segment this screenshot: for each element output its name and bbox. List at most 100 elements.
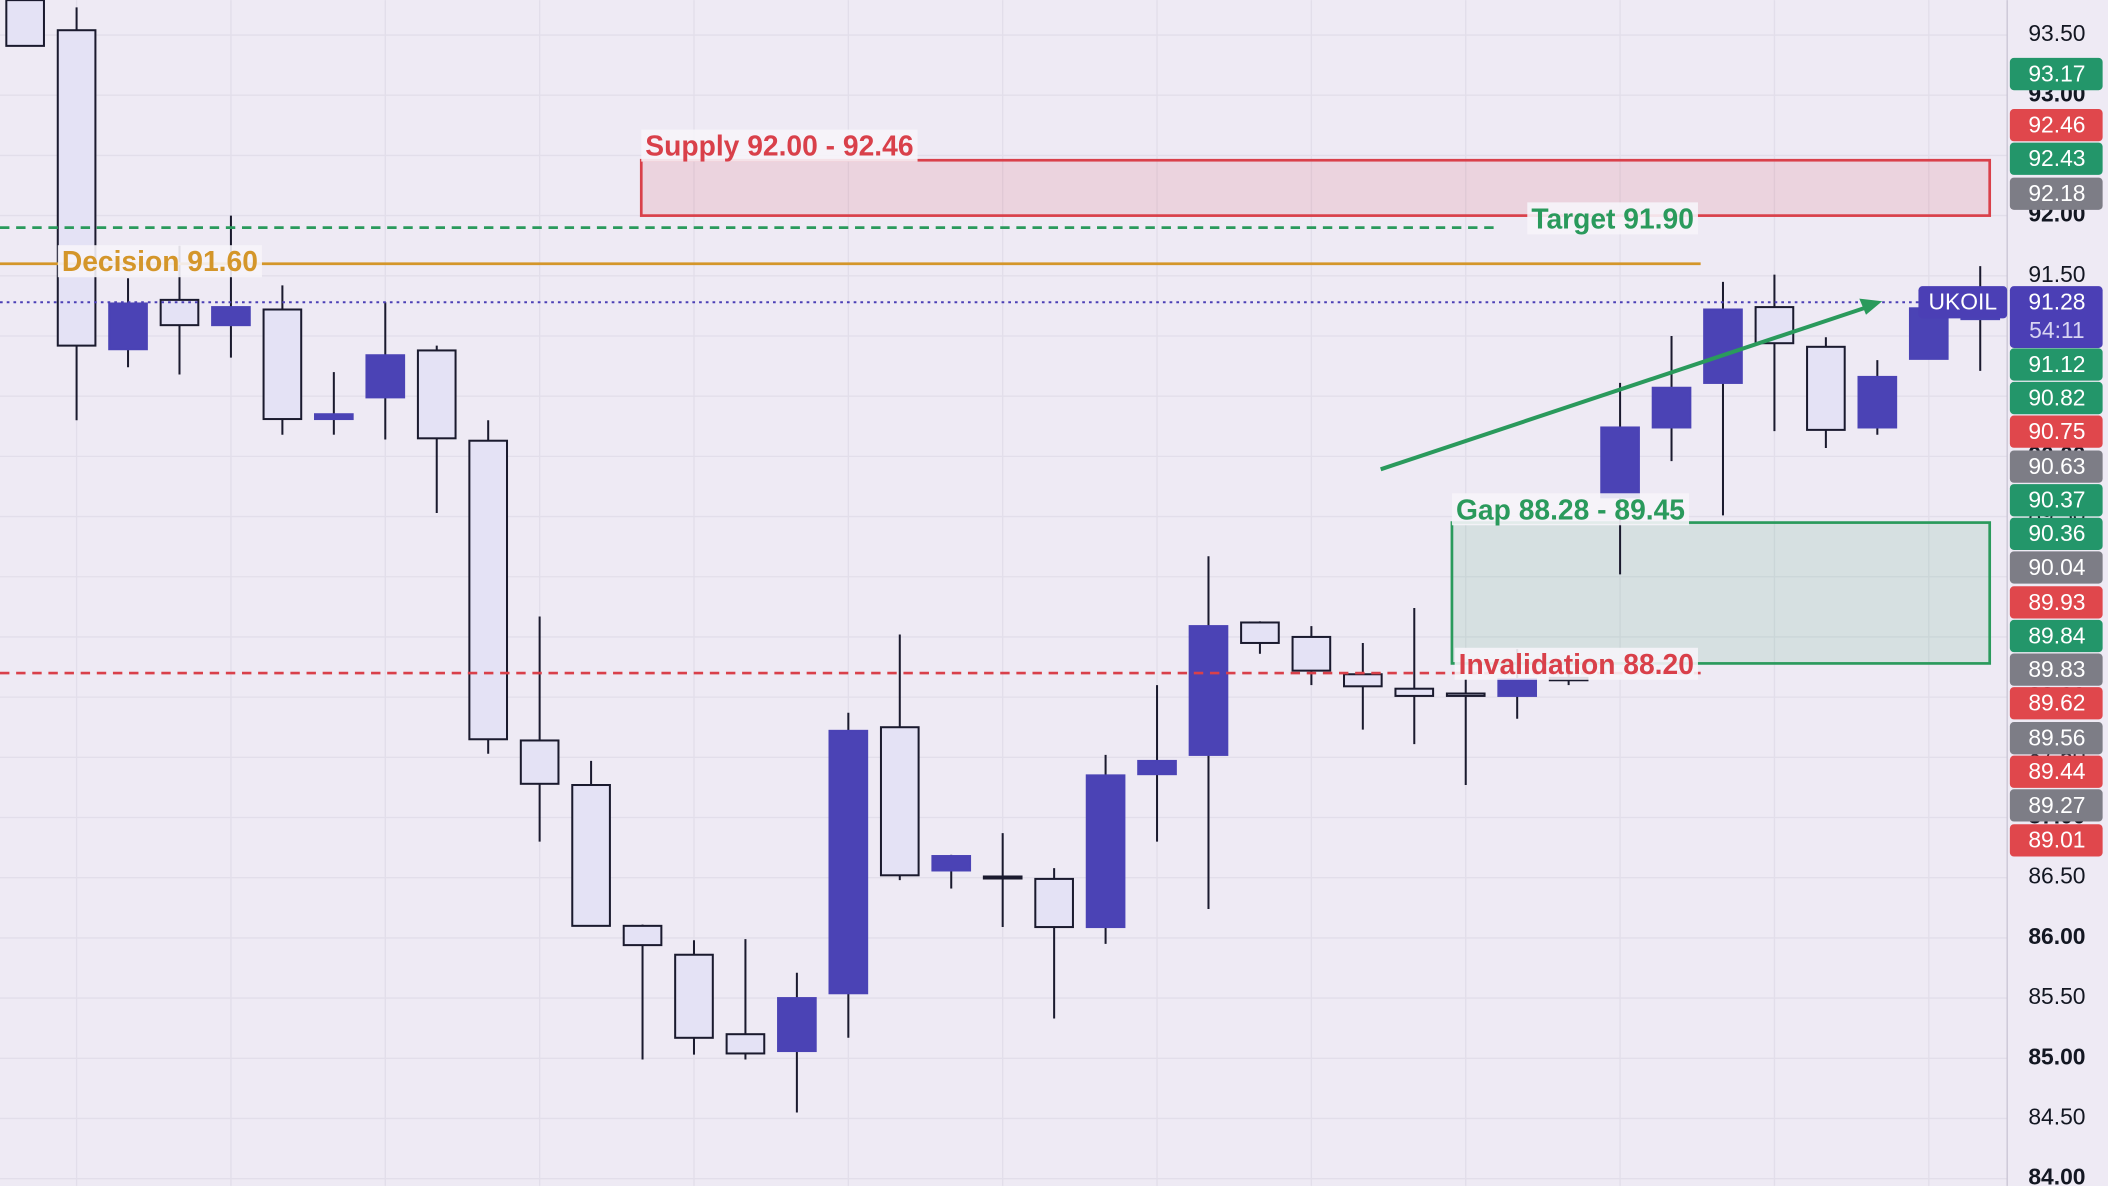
candle-body	[108, 302, 148, 351]
price-tag	[2009, 381, 2103, 415]
candles	[5, 0, 2001, 1113]
candle-body	[314, 413, 354, 421]
candle-body	[56, 29, 97, 347]
price-tag	[2009, 415, 2103, 448]
candle-body	[262, 308, 303, 421]
candle-body	[468, 439, 509, 741]
y-tick-label: 84.50	[2028, 1103, 2085, 1129]
candle-body	[1034, 877, 1074, 929]
candle-body	[674, 953, 714, 1039]
annotation-label: Decision 91.60	[62, 245, 258, 277]
price-tag-label: 89.83	[2028, 656, 2085, 682]
price-tag	[2009, 619, 2103, 653]
price-tag	[2009, 177, 2103, 210]
price-tag-label: 90.75	[2028, 418, 2085, 444]
price-tag-label: 89.56	[2028, 725, 2085, 751]
last-price-label: 91.28	[2028, 289, 2085, 315]
y-tick-label: 91.50	[2028, 261, 2085, 287]
annotation-label: Gap 88.28 - 89.45	[1456, 493, 1685, 525]
price-tag-label: 89.01	[2028, 827, 2085, 853]
candle-body	[159, 298, 200, 327]
candle-body	[571, 783, 611, 927]
candle-body	[1445, 692, 1486, 697]
arrow-head	[1859, 298, 1883, 315]
price-tag	[2009, 653, 2103, 686]
candle-body	[1394, 687, 1435, 697]
trend-line	[1380, 304, 1870, 472]
label-background	[57, 245, 262, 278]
candle-body	[777, 997, 817, 1053]
candle-body	[365, 354, 406, 399]
label-background	[1527, 202, 1698, 235]
candle-body	[1343, 673, 1383, 688]
price-tag-label: 93.17	[2028, 60, 2085, 86]
price-tag	[2009, 722, 2103, 755]
price-tag	[2009, 484, 2103, 517]
candle-body	[211, 306, 251, 327]
y-tick-label: 84.00	[2028, 1164, 2085, 1186]
candle-body	[622, 924, 663, 947]
candle-body	[725, 1033, 766, 1055]
price-tag-label: 90.37	[2028, 487, 2085, 513]
price-tag	[2009, 824, 2103, 857]
candle-body	[5, 0, 45, 47]
price-tag-label: 90.04	[2028, 554, 2085, 580]
countdown-label: 54:11	[2029, 317, 2084, 343]
candle-body	[1085, 774, 1126, 929]
price-tag	[2009, 755, 2103, 788]
price-tag	[2009, 450, 2103, 483]
annotation-label: Target 91.90	[1531, 202, 1694, 234]
price-tags: 93.17 92.46 92.43 92.18 91.12 90.82 90.75 90.63…	[1918, 57, 2103, 857]
candle-body	[1651, 386, 1692, 429]
price-tag	[2009, 551, 2103, 584]
candle-body	[1703, 308, 1743, 384]
label-background	[641, 129, 918, 162]
price-tag	[2009, 109, 2103, 142]
price-tag	[2009, 586, 2103, 619]
zones	[639, 158, 1992, 665]
y-tick-label: 85.50	[2028, 983, 2085, 1009]
y-tick-label: 85.00	[2028, 1043, 2085, 1069]
price-tag	[2009, 142, 2103, 175]
trend-arrow	[1380, 298, 1883, 472]
label-background	[1451, 493, 1690, 526]
price-tag	[2009, 517, 2103, 550]
price-tag-label: 92.46	[2028, 112, 2085, 138]
y-tick-label: 86.50	[2028, 863, 2085, 889]
price-tag-label: 89.62	[2028, 690, 2085, 716]
zone	[639, 158, 1992, 217]
candle-body	[1857, 375, 1898, 429]
candle-body	[1240, 621, 1280, 644]
y-tick-label: 86.00	[2028, 923, 2085, 949]
candle-body	[982, 875, 1023, 880]
label-background	[1454, 647, 1698, 680]
price-tag-label: 89.84	[2028, 622, 2085, 648]
price-tag-label: 90.82	[2028, 384, 2085, 410]
last-price-tag	[2009, 286, 2103, 348]
symbol-tag	[1918, 286, 2008, 319]
price-tag	[2009, 789, 2103, 822]
levels: Supply 92.00 - 92.46 Gap 88.28 - 89.45 Tar…	[0, 129, 2008, 680]
candle-body	[1188, 625, 1229, 756]
price-tag-label: 91.12	[2028, 351, 2085, 377]
price-tag-label: 90.36	[2028, 520, 2085, 546]
candle-body	[416, 349, 457, 440]
grid	[0, 0, 2008, 1186]
price-tag	[2009, 348, 2103, 381]
annotation-label: Supply 92.00 - 92.46	[645, 130, 913, 162]
candle-body	[879, 726, 920, 877]
price-tag-label: 90.63	[2028, 453, 2085, 479]
annotation-label: Invalidation 88.20	[1459, 648, 1694, 680]
candle-body	[828, 729, 869, 995]
y-tick-label: 93.50	[2028, 20, 2085, 46]
candle-body	[519, 739, 560, 785]
candle-body	[1137, 759, 1177, 776]
zone	[1450, 521, 1992, 665]
price-tag-label: 92.18	[2028, 180, 2085, 206]
price-tag-label: 89.27	[2028, 792, 2085, 818]
price-tag-label: 89.93	[2028, 589, 2085, 615]
candle-body	[1291, 635, 1332, 672]
candle-body	[1497, 678, 1538, 697]
